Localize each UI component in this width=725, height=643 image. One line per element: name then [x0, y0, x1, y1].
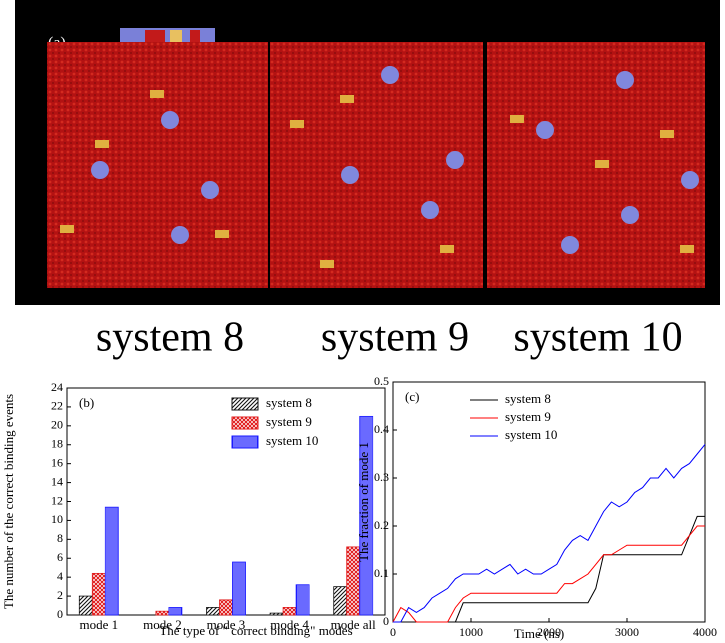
- y-tick-label: 0.4: [374, 422, 389, 436]
- x-tick-label: 2000: [537, 625, 561, 639]
- legend-label: system 8: [266, 395, 312, 410]
- legend-label: system 10: [505, 427, 557, 442]
- panel-label: (b): [79, 395, 94, 410]
- x-tick-label: mode 2: [143, 617, 182, 632]
- y-tick-label: 8: [57, 531, 63, 545]
- caption: system 8: [96, 315, 244, 361]
- bar: [155, 610, 170, 616]
- y-tick-label: 22: [51, 399, 63, 413]
- bar: [168, 607, 183, 616]
- y-tick-label: 10: [51, 512, 63, 526]
- y-tick-label: 18: [51, 437, 63, 451]
- y-tick-label: 0: [57, 607, 63, 621]
- bar: [269, 612, 284, 616]
- bar: [206, 607, 220, 616]
- y-tick-label: 6: [57, 550, 63, 564]
- y-tick-label: 4: [57, 569, 63, 583]
- y-tick-label: 14: [51, 474, 63, 488]
- bar: [333, 586, 348, 616]
- snapshot: [270, 42, 483, 288]
- legend-swatch: [231, 435, 259, 449]
- y-tick-label: 0: [383, 614, 389, 628]
- x-tick-label: mode 4: [270, 617, 309, 632]
- y-axis-label: The fraction of mode 1: [356, 442, 371, 562]
- x-tick-label: 1000: [459, 625, 483, 639]
- y-tick-label: 0.1: [374, 566, 389, 580]
- y-tick-label: 12: [51, 493, 63, 507]
- x-tick-label: mode all: [331, 617, 377, 632]
- snapshot: [487, 42, 705, 288]
- bar: [359, 415, 374, 616]
- bar: [295, 584, 310, 616]
- y-tick-label: 0.5: [374, 374, 389, 388]
- y-tick-label: 16: [51, 455, 63, 469]
- bar: [282, 607, 297, 616]
- x-tick-label: 0: [390, 625, 396, 639]
- bar: [91, 572, 106, 616]
- x-tick-label: 4000: [693, 625, 717, 639]
- legend-swatch: [231, 416, 259, 430]
- panel-label: (c): [405, 389, 419, 404]
- snapshot: [47, 42, 268, 288]
- x-axis-label: The type of " correct binding" modes: [159, 623, 352, 638]
- caption: system 9: [321, 315, 469, 361]
- series-line: [392, 525, 705, 623]
- legend-label: system 9: [505, 409, 551, 424]
- bar: [219, 599, 233, 616]
- y-axis-label: The number of the correct binding events: [1, 394, 16, 609]
- y-tick-label: 0.2: [374, 518, 389, 532]
- y-tick-label: 20: [51, 418, 63, 432]
- x-tick-label: mode 1: [79, 617, 118, 632]
- y-tick-label: 2: [57, 588, 63, 602]
- y-tick-label: 0.3: [374, 470, 389, 484]
- legend-label: system 9: [266, 414, 312, 429]
- legend-swatch: [231, 397, 259, 411]
- x-tick-label: mode 3: [207, 617, 246, 632]
- bar: [232, 561, 246, 616]
- legend-label: system 8: [505, 391, 551, 406]
- bar: [104, 506, 119, 616]
- series-line: [393, 444, 706, 623]
- x-tick-label: 3000: [615, 625, 639, 639]
- y-tick-label: 24: [51, 380, 63, 394]
- bar: [78, 595, 93, 616]
- x-axis-label: Time (ns): [514, 626, 564, 641]
- legend-label: system 10: [266, 433, 318, 448]
- caption: system 10: [513, 315, 682, 361]
